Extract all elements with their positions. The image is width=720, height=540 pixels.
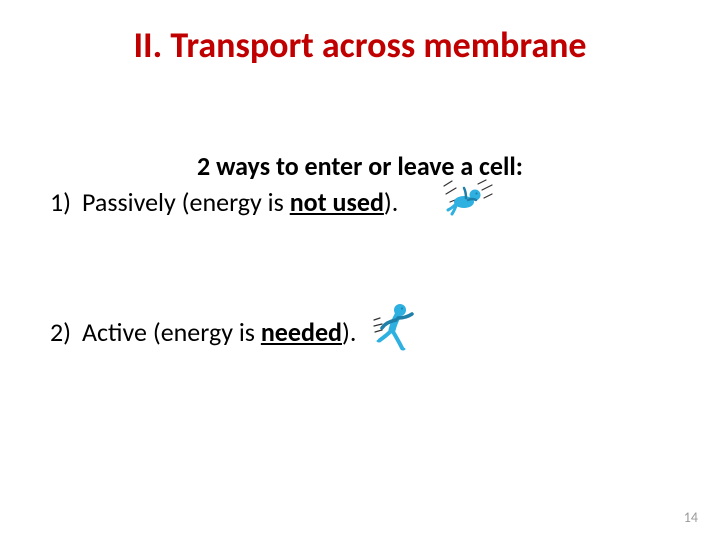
lounging-figure-icon	[442, 178, 494, 216]
item1-after: ).	[384, 186, 398, 218]
running-figure-icon	[372, 300, 418, 354]
list-item-1: 1)Passively (energy is not used).	[50, 186, 398, 218]
list-item-2: 2)Active (energy is needed).	[50, 316, 356, 348]
item1-emphasis: not used	[290, 186, 384, 218]
slide: II. Transport across membrane 2 ways to …	[0, 0, 720, 540]
slide-title: II. Transport across membrane	[0, 26, 720, 66]
list-number-2: 2)	[50, 316, 82, 348]
item2-before: Active (energy is	[82, 316, 261, 348]
slide-subtitle: 2 ways to enter or leave a cell:	[0, 150, 720, 182]
item2-after: ).	[342, 316, 356, 348]
page-number: 14	[684, 509, 698, 526]
item2-emphasis: needed	[261, 316, 342, 348]
item1-before: Passively (energy is	[82, 186, 290, 218]
list-number-1: 1)	[50, 186, 82, 218]
